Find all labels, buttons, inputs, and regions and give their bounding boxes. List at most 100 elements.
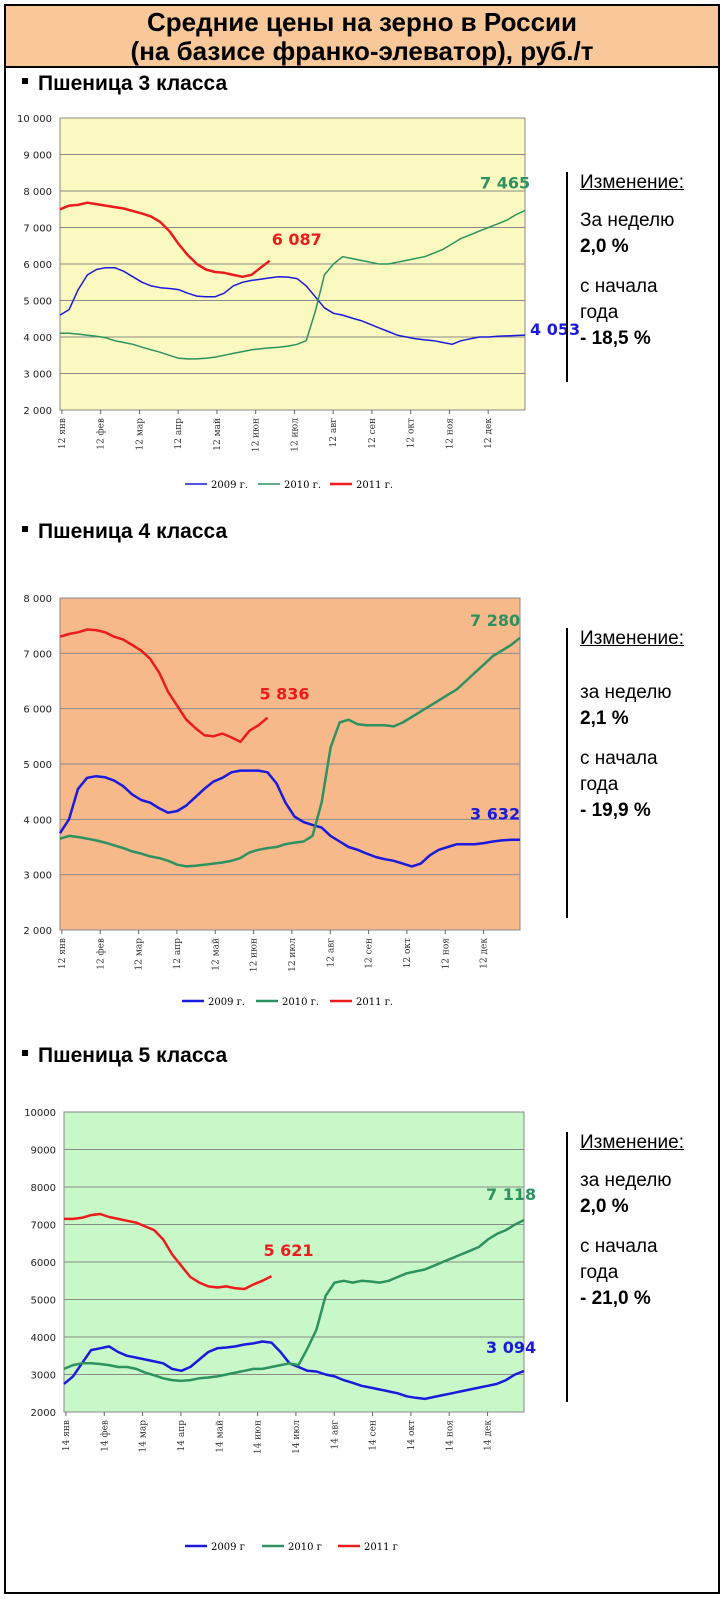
x-tick-label: 14 май	[215, 1420, 225, 1453]
y-tick-label: 6 000	[23, 260, 52, 271]
x-tick-label: 12 окт	[407, 418, 417, 448]
ytd-change-label-2: года	[580, 772, 684, 798]
x-tick-label: 12 сен	[365, 938, 375, 969]
y-tick-label: 6 000	[23, 705, 52, 716]
y-tick-label: 4 000	[23, 333, 52, 344]
section-title-text: Пшеница 3 класса	[38, 72, 227, 95]
ytd-change-label-1: с начала	[580, 1234, 684, 1260]
x-tick-label: 14 апр	[177, 1420, 187, 1452]
ytd-change-value: - 21,0 %	[580, 1286, 684, 1312]
y-tick-label: 3 000	[23, 871, 52, 882]
y-tick-label: 5 000	[23, 297, 52, 308]
x-tick-label: 14 ноя	[445, 1420, 455, 1452]
x-tick-label: 12 авг	[326, 938, 336, 968]
section-title-text: Пшеница 4 класса	[38, 520, 227, 543]
section-title-wheat-3: Пшеница 3 класса	[22, 72, 227, 96]
end-value-label: 3 632	[470, 805, 520, 824]
ytd-change-value: - 19,9 %	[580, 798, 684, 824]
ytd-change-value: - 18,5 %	[580, 326, 684, 352]
change-panel-wheat-5: Изменение: за неделю 2,0 % с начала года…	[566, 1132, 684, 1402]
change-header: Изменение:	[580, 628, 684, 650]
y-tick-label: 6000	[31, 1258, 56, 1269]
end-value-label: 5 836	[259, 685, 309, 704]
x-tick-label: 14 дек	[484, 1420, 494, 1451]
y-tick-label: 2 000	[23, 406, 52, 417]
x-tick-label: 14 мар	[139, 1420, 149, 1453]
end-value-label: 7 465	[480, 174, 530, 193]
title-line-2: (на базисе франко-элеватор), руб./т	[6, 37, 718, 66]
week-change-value: 2,0 %	[580, 1194, 684, 1220]
section-title-wheat-5: Пшеница 5 класса	[22, 1044, 227, 1068]
change-header: Изменение:	[580, 172, 684, 194]
week-change-value: 2,1 %	[580, 706, 684, 732]
x-tick-label: 12 ноя	[445, 418, 455, 450]
legend-label: 2010 г	[288, 1542, 322, 1553]
end-value-label: 5 621	[263, 1241, 313, 1260]
y-tick-label: 7 000	[23, 649, 52, 660]
y-tick-label: 2 000	[23, 926, 52, 937]
week-change-label: за неделю	[580, 680, 684, 706]
x-tick-label: 12 ноя	[441, 938, 451, 970]
change-header: Изменение:	[580, 1132, 684, 1154]
change-panel-wheat-4: Изменение: за неделю 2,1 % с начала года…	[566, 628, 684, 918]
x-tick-label: 12 июл	[288, 938, 298, 972]
legend-label: 2011 г.	[356, 997, 393, 1008]
x-tick-label: 12 июн	[252, 418, 262, 452]
x-tick-label: 12 фев	[97, 418, 107, 450]
x-tick-label: 14 фев	[100, 1420, 110, 1452]
end-value-label: 3 094	[486, 1338, 536, 1357]
ytd-change-label-2: года	[580, 1260, 684, 1286]
x-tick-label: 12 янв	[58, 418, 68, 449]
legend-label: 2009 г	[211, 1542, 245, 1553]
x-tick-label: 12 мар	[135, 938, 145, 971]
y-tick-label: 3 000	[23, 370, 52, 381]
x-tick-label: 12 фев	[96, 938, 106, 970]
bullet-icon	[22, 1050, 28, 1056]
bullet-icon	[22, 526, 28, 532]
y-tick-label: 9 000	[23, 151, 52, 162]
y-tick-label: 4000	[31, 1333, 56, 1344]
x-tick-label: 12 авг	[329, 418, 339, 448]
x-tick-label: 14 авг	[330, 1420, 340, 1450]
x-tick-label: 14 янв	[62, 1420, 72, 1451]
change-panel-wheat-3: Изменение: За неделю 2,0 % с начала года…	[566, 172, 684, 382]
x-tick-label: 14 сен	[369, 1420, 379, 1451]
legend-label: 2009 г.	[208, 997, 245, 1008]
x-tick-label: 12 мар	[135, 418, 145, 451]
x-tick-label: 12 сен	[368, 418, 378, 449]
page-title: Средние цены на зерно в России (на базис…	[6, 6, 718, 68]
y-tick-label: 2000	[31, 1408, 56, 1419]
end-value-label: 6 087	[272, 230, 322, 249]
section-title-text: Пшеница 5 класса	[38, 1044, 227, 1067]
x-tick-label: 14 июн	[254, 1420, 264, 1454]
x-tick-label: 12 дек	[480, 938, 490, 969]
bullet-icon	[22, 78, 28, 84]
y-tick-label: 8 000	[23, 187, 52, 198]
title-line-1: Средние цены на зерно в России	[6, 8, 718, 37]
x-tick-label: 14 окт	[407, 1420, 417, 1450]
y-tick-label: 10 000	[17, 114, 52, 125]
y-tick-label: 4 000	[23, 815, 52, 826]
x-tick-label: 12 янв	[58, 938, 68, 969]
y-tick-label: 3000	[31, 1371, 56, 1382]
x-tick-label: 12 дек	[484, 418, 494, 449]
x-tick-label: 12 май	[213, 418, 223, 451]
x-tick-label: 14 июл	[292, 1420, 302, 1454]
x-tick-label: 12 окт	[403, 938, 413, 968]
week-change-value: 2,0 %	[580, 234, 684, 260]
legend-label: 2010 г.	[284, 480, 321, 491]
y-tick-label: 9000	[31, 1146, 56, 1157]
x-tick-label: 12 апр	[173, 938, 183, 970]
y-tick-label: 5 000	[23, 760, 52, 771]
legend-label: 2011 г.	[356, 480, 393, 491]
ytd-change-label-2: года	[580, 300, 684, 326]
y-tick-label: 5000	[31, 1296, 56, 1307]
legend-label: 2010 г.	[282, 997, 319, 1008]
x-tick-label: 12 июл	[290, 418, 300, 452]
end-value-label: 7 280	[470, 611, 520, 630]
week-change-label: За неделю	[580, 208, 684, 234]
section-title-wheat-4: Пшеница 4 класса	[22, 520, 227, 544]
x-tick-label: 12 июн	[250, 938, 260, 972]
y-tick-label: 10000	[24, 1108, 56, 1119]
ytd-change-label-1: с начала	[580, 746, 684, 772]
